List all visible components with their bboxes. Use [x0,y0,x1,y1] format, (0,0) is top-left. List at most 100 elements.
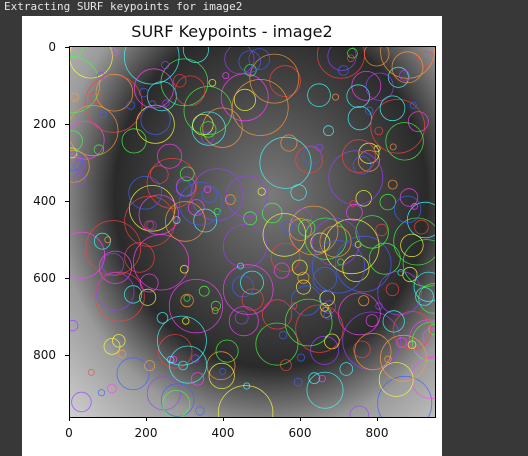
keypoint-circle [370,99,426,154]
keypoint-circle [399,188,419,207]
plot-figure: SURF Keypoints - image2 0 200 400 600 80… [22,16,442,456]
keypoint-circle [160,58,209,107]
keypoint-circle [95,271,135,311]
keypoint-circle [297,271,310,284]
keypoint-circle [94,271,145,322]
keypoint-circle [138,87,149,98]
keypoint-circle [409,319,435,358]
keypoint-circle [70,105,119,157]
keypoint-circle [179,166,195,182]
keypoint-circle [295,146,323,174]
keypoint-circle [222,72,230,80]
keypoint-circle [117,349,127,358]
keypoint-circle [199,121,217,138]
y-tick-mark [65,47,69,48]
keypoint-circle [169,345,208,384]
keypoint-circle [165,201,206,242]
keypoint-circle [140,104,171,135]
keypoint-circle [192,113,214,136]
x-tick-label: 200 [134,426,158,440]
keypoint-circle [124,242,155,273]
keypoint-circle [428,323,435,336]
keypoint-circle [172,216,181,225]
keypoint-circle [225,194,236,205]
keypoint-circle [338,65,349,76]
keypoint-circle [124,195,176,247]
keypoint-circle [191,354,200,363]
y-tick-label: 400 [33,194,56,208]
keypoint-circle [95,73,134,112]
keypoint-circle [70,147,78,159]
keypoint-circle [243,211,258,226]
keypoint-circle [121,128,147,154]
keypoint-circle [241,288,264,311]
keypoint-circle [182,47,209,63]
keypoint-circle [292,208,313,229]
keypoint-circle [220,73,269,122]
keypoint-circle [357,150,380,172]
keypoint-circle [132,234,190,291]
keypoint-circle [297,219,316,237]
x-tick-mark [300,417,301,421]
keypoint-circle [389,143,397,151]
keypoint-circle [312,266,337,292]
keypoint-circle [99,110,108,118]
y-tick-label: 600 [33,271,56,285]
keypoint-circle [123,285,143,304]
keypoint-circle [191,111,226,146]
keypoint-circle [304,217,347,260]
keypoint-circle [210,300,221,311]
keypoint-circle [342,254,370,282]
x-tick-label: 600 [288,426,312,440]
keypoint-circle [259,136,312,189]
keypoint-circle [93,144,105,155]
keypoint-circle [174,75,206,107]
keypoint-circle [414,219,429,235]
keypoint-circle [70,319,79,332]
keypoint-circle [112,334,126,348]
keypoint-circle [138,194,179,235]
keypoint-circle [402,239,435,287]
keypoint-circle [208,78,217,87]
keypoint-circle [238,50,261,73]
keypoint-circle [101,253,125,276]
keypoint-circle [385,122,424,161]
keypoint-circle [391,51,424,84]
keypoint-circle [335,235,392,293]
keypoint-circle [291,259,308,276]
keypoint-circle [351,71,382,101]
keypoint-circle [237,262,244,270]
keypoint-circle [89,91,102,104]
keypoint-circle [162,99,170,107]
keypoint-circle [72,173,86,187]
keypoint-circle [278,330,288,340]
y-tick-label: 200 [33,117,56,131]
keypoint-circle [144,360,156,372]
keypoint-circle [73,159,86,172]
keypoint-circle [284,298,333,347]
keypoint-circle [379,334,427,382]
keypoint-circle [418,283,435,314]
keypoint-circle [320,302,329,312]
keypoint-circle [249,53,300,104]
keypoint-circle [157,334,193,369]
keypoint-circle [215,339,239,363]
keypoint-circle [387,66,409,88]
keypoint-circle [157,143,183,169]
x-tick-mark [69,417,70,421]
keypoint-circle [107,383,117,394]
keypoint-circle [393,217,435,266]
keypoint-circle [365,106,374,116]
keypoint-circle [222,264,274,315]
keypoint-circle [116,357,150,391]
x-tick-label: 0 [65,426,73,440]
keypoint-circle [415,287,434,306]
keypoint-circle [385,282,400,297]
keypoint-circle [353,340,371,359]
keypoint-circle [187,199,205,216]
keypoint-circle [307,83,331,108]
keypoint-circle [97,389,106,397]
keypoint-circle [257,187,266,196]
keypoint-circle [293,377,303,387]
keypoint-circle [169,355,178,364]
